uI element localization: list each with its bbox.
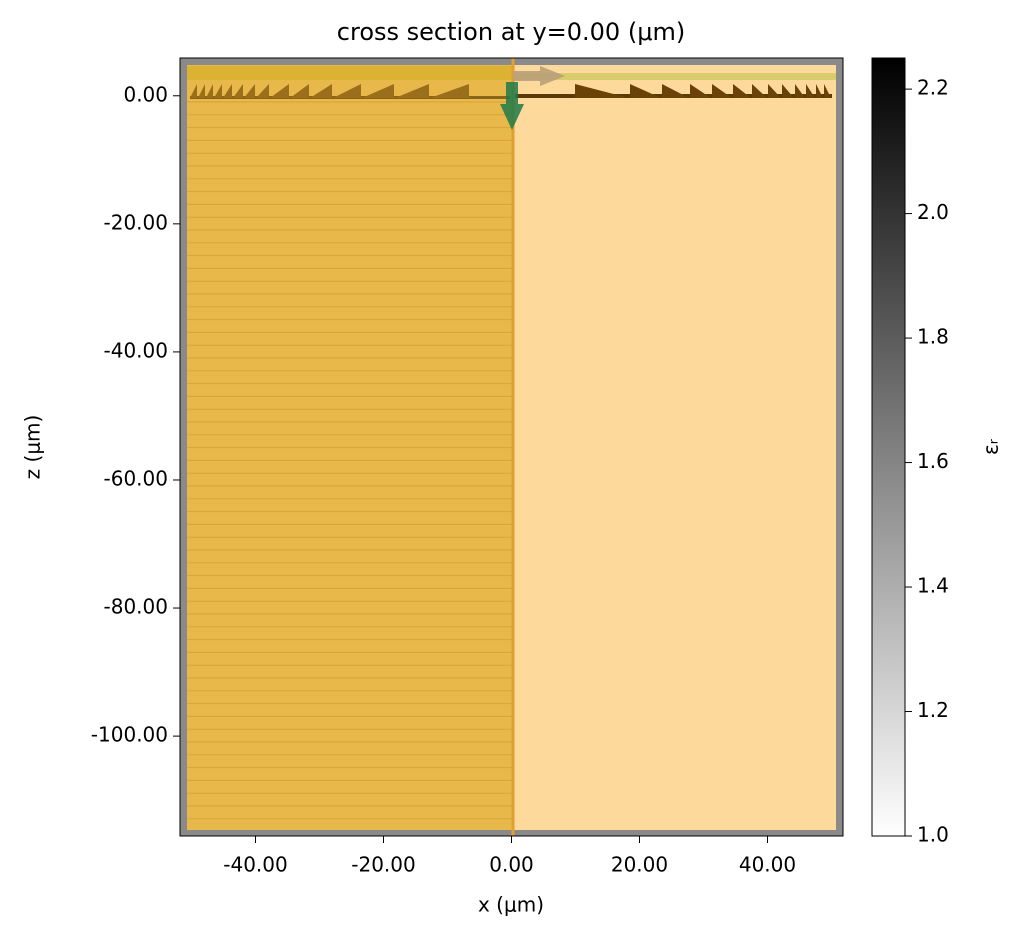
- background-region: [513, 65, 836, 830]
- tooth: [310, 84, 332, 98]
- tooth: [244, 84, 255, 98]
- tooth: [662, 84, 689, 98]
- colorbar-tick-label: 1.0: [917, 823, 949, 847]
- y-tick-label: -40.00: [104, 338, 168, 362]
- tooth: [712, 84, 732, 98]
- x-tick-label: -20.00: [351, 853, 415, 877]
- source-arrow: [513, 66, 565, 86]
- colorbar-label: εᵣ: [979, 438, 1003, 455]
- colorbar-tick-label: 1.2: [917, 698, 949, 722]
- tooth: [214, 84, 222, 98]
- monitor-lines: [187, 101, 513, 820]
- x-tick-label: 0.00: [489, 853, 534, 877]
- tooth: [270, 84, 289, 98]
- grating: [190, 84, 832, 99]
- tooth: [256, 84, 269, 98]
- x-axis-label: x (μm): [478, 893, 544, 917]
- y-tick-label: -20.00: [104, 210, 168, 234]
- colorbar-tick-label: 1.8: [917, 325, 949, 349]
- y-axis-label: z (μm): [21, 415, 45, 480]
- plot-area: [179, 57, 844, 837]
- y-tick-label: -60.00: [104, 466, 168, 490]
- tooth: [575, 84, 629, 98]
- tooth: [395, 84, 429, 98]
- tooth: [198, 84, 205, 98]
- tooth: [333, 84, 361, 98]
- tooth: [290, 84, 309, 98]
- tooth: [233, 84, 243, 98]
- tooth: [630, 84, 661, 98]
- tooth: [806, 84, 815, 98]
- direction-arrow: [500, 82, 524, 130]
- tooth: [690, 84, 711, 98]
- chart-title: cross section at y=0.00 (μm): [337, 18, 685, 46]
- colorbar-tick-label: 2.0: [917, 200, 949, 224]
- colorbar: [871, 57, 906, 837]
- tooth: [752, 84, 767, 98]
- tooth: [782, 84, 794, 98]
- x-tick-label: -40.00: [223, 853, 287, 877]
- colorbar-tick-label: 2.2: [917, 76, 949, 100]
- tooth: [733, 84, 751, 98]
- y-tick-label: -100.00: [91, 723, 168, 747]
- x-tick-label: 20.00: [611, 853, 668, 877]
- tooth: [190, 84, 197, 98]
- top-line: [513, 73, 836, 80]
- x-tick-label: 40.00: [739, 853, 796, 877]
- colorbar-tick-label: 1.4: [917, 574, 949, 598]
- tooth: [430, 84, 469, 98]
- tooth: [816, 84, 823, 98]
- tooth: [206, 84, 213, 98]
- colorbar-tick-label: 1.6: [917, 449, 949, 473]
- tooth: [795, 84, 805, 98]
- y-tick-label: -80.00: [104, 595, 168, 619]
- tooth: [223, 84, 232, 98]
- tooth: [362, 84, 394, 98]
- tooth: [824, 84, 831, 98]
- y-tick-label: 0.00: [123, 82, 168, 106]
- tooth: [768, 84, 781, 98]
- top-band: [187, 66, 513, 80]
